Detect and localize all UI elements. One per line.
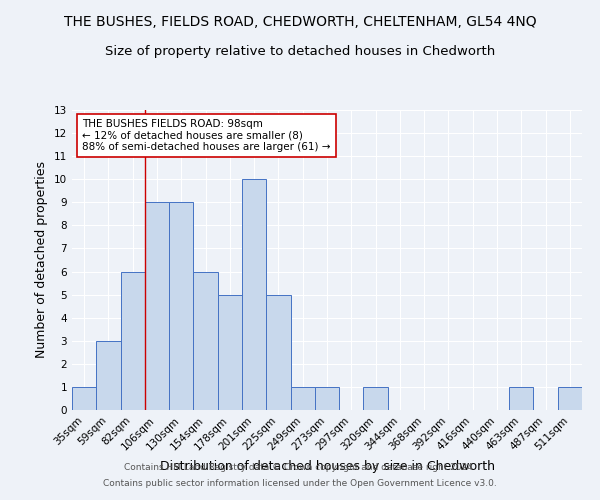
Bar [242,179,266,410]
Text: Contains HM Land Registry data © Crown copyright and database right 2024.: Contains HM Land Registry data © Crown c… [124,464,476,472]
Bar [290,387,315,410]
Bar [509,387,533,410]
Text: THE BUSHES FIELDS ROAD: 98sqm
← 12% of detached houses are smaller (8)
88% of se: THE BUSHES FIELDS ROAD: 98sqm ← 12% of d… [82,119,331,152]
Bar [558,387,582,410]
Bar [364,387,388,410]
Text: Size of property relative to detached houses in Chedworth: Size of property relative to detached ho… [105,45,495,58]
Bar [266,294,290,410]
X-axis label: Distribution of detached houses by size in Chedworth: Distribution of detached houses by size … [160,460,494,473]
Bar [145,202,169,410]
Bar [315,387,339,410]
Bar [169,202,193,410]
Bar [193,272,218,410]
Bar [72,387,96,410]
Y-axis label: Number of detached properties: Number of detached properties [35,162,49,358]
Text: THE BUSHES, FIELDS ROAD, CHEDWORTH, CHELTENHAM, GL54 4NQ: THE BUSHES, FIELDS ROAD, CHEDWORTH, CHEL… [64,15,536,29]
Bar [121,272,145,410]
Text: Contains public sector information licensed under the Open Government Licence v3: Contains public sector information licen… [103,478,497,488]
Bar [96,341,121,410]
Bar [218,294,242,410]
